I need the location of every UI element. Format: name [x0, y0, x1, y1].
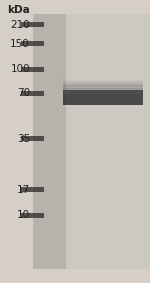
Text: kDa: kDa: [7, 5, 30, 15]
Bar: [21, 187, 44, 192]
Text: 70: 70: [17, 88, 30, 98]
Bar: [63, 90, 142, 105]
Bar: [21, 136, 44, 141]
Bar: [33, 14, 150, 269]
Bar: [21, 67, 44, 72]
Bar: [63, 83, 142, 89]
Bar: [21, 91, 44, 96]
Bar: [21, 41, 44, 46]
Bar: [63, 76, 142, 83]
Text: 210: 210: [10, 20, 30, 30]
Bar: [63, 88, 142, 94]
Bar: [63, 85, 142, 92]
Text: 17: 17: [17, 185, 30, 195]
Text: 10: 10: [17, 210, 30, 220]
Text: 35: 35: [17, 134, 30, 144]
Bar: [33, 14, 66, 269]
Bar: [21, 22, 44, 27]
Bar: [21, 213, 44, 218]
Text: 150: 150: [10, 39, 30, 49]
Bar: [66, 14, 150, 269]
Bar: [63, 78, 142, 85]
Bar: [63, 81, 142, 87]
Text: 100: 100: [10, 64, 30, 74]
Bar: [63, 90, 142, 94]
